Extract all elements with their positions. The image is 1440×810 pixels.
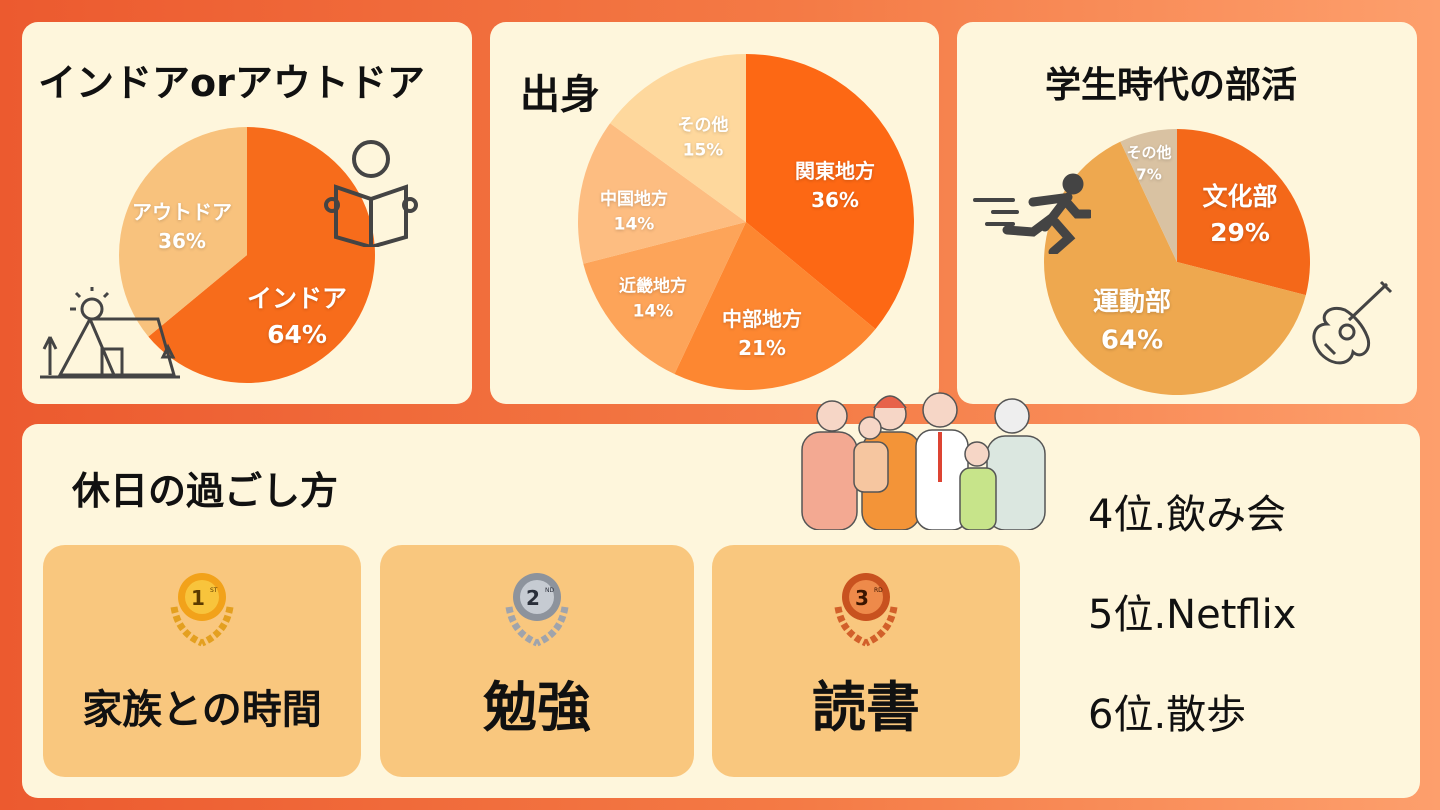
pie-slice (610, 54, 746, 222)
svg-text:ST: ST (210, 587, 218, 594)
slice-label: アウトドア 36% (132, 200, 232, 253)
rank-3-card: 3 RD 読書 (712, 545, 1020, 777)
rank-1-label: 家族との時間 (82, 687, 322, 733)
chart-title: インドアorアウトドア (38, 61, 425, 105)
pie-slice (1177, 129, 1310, 296)
holiday-card: 休日の過ごし方 1 ST 家族との時間 2 ND 勉強 3 RD 読書 4位.飲み会 … (22, 392, 1420, 798)
slice-label: その他 7% (1126, 143, 1172, 183)
indoor-outdoor-card: インドアorアウトドア インドア 64% アウトドア 36% (22, 22, 472, 404)
camping-tent-icon (40, 287, 180, 379)
rank-2-label: 勉強 (483, 676, 591, 739)
slice-label: 関東地方 36% (795, 159, 875, 212)
rank-2-card: 2 ND 勉強 (380, 545, 694, 777)
hometown-pie (578, 54, 914, 390)
rank-4-item: 4位.飲み会 (1088, 492, 1287, 538)
pie-slice (583, 222, 746, 375)
section-title: 休日の過ごし方 (72, 469, 339, 513)
reading-person-icon (324, 140, 418, 247)
family-illustration (801, 392, 1046, 530)
third-place-medal-icon: 3 RD (834, 573, 898, 647)
slice-label: インドア 64% (246, 283, 348, 349)
svg-text:ND: ND (545, 587, 554, 594)
pie-slice (148, 127, 375, 384)
club-activity-card: 学生時代の部活 文化部 29% 運動部 64% その他 7% (957, 22, 1417, 404)
guitar-icon (1312, 280, 1393, 365)
pie-slice (674, 222, 876, 390)
slice-label: 中国地方 14% (600, 189, 668, 234)
indoor-outdoor-pie (119, 127, 375, 384)
rank-3-label: 読書 (812, 676, 920, 739)
slice-label: 近畿地方 14% (619, 276, 687, 321)
first-place-medal-icon: 1 ST (170, 573, 234, 647)
rank-5-item: 5位.Netflix (1088, 592, 1297, 638)
chart-title: 学生時代の部活 (1045, 65, 1298, 106)
rank-6-item: 6位.散歩 (1088, 692, 1247, 738)
second-place-medal-icon: 2 ND (505, 573, 569, 647)
hometown-card: 出身 関東地方 36% 中部地方 21% 近畿地方 14% 中国地方 14% その他 15… (490, 22, 939, 404)
pie-slice (119, 127, 247, 337)
rank-1-card: 1 ST 家族との時間 (43, 545, 361, 777)
svg-text:2: 2 (526, 586, 540, 610)
slice-label: 中部地方 21% (722, 307, 802, 360)
chart-title: 出身 (520, 72, 600, 118)
svg-text:RD: RD (874, 587, 883, 594)
slice-label: 運動部 64% (1092, 287, 1172, 355)
pie-slice (578, 123, 746, 264)
svg-text:1: 1 (191, 586, 205, 610)
svg-text:3: 3 (855, 586, 869, 610)
pie-slice (746, 54, 914, 330)
pie-slice (1044, 141, 1306, 395)
club-activity-pie (1044, 129, 1310, 395)
slice-label: その他 15% (677, 115, 729, 160)
running-person-icon (973, 173, 1091, 254)
pie-slice (1120, 129, 1177, 262)
slice-label: 文化部 29% (1202, 181, 1278, 247)
